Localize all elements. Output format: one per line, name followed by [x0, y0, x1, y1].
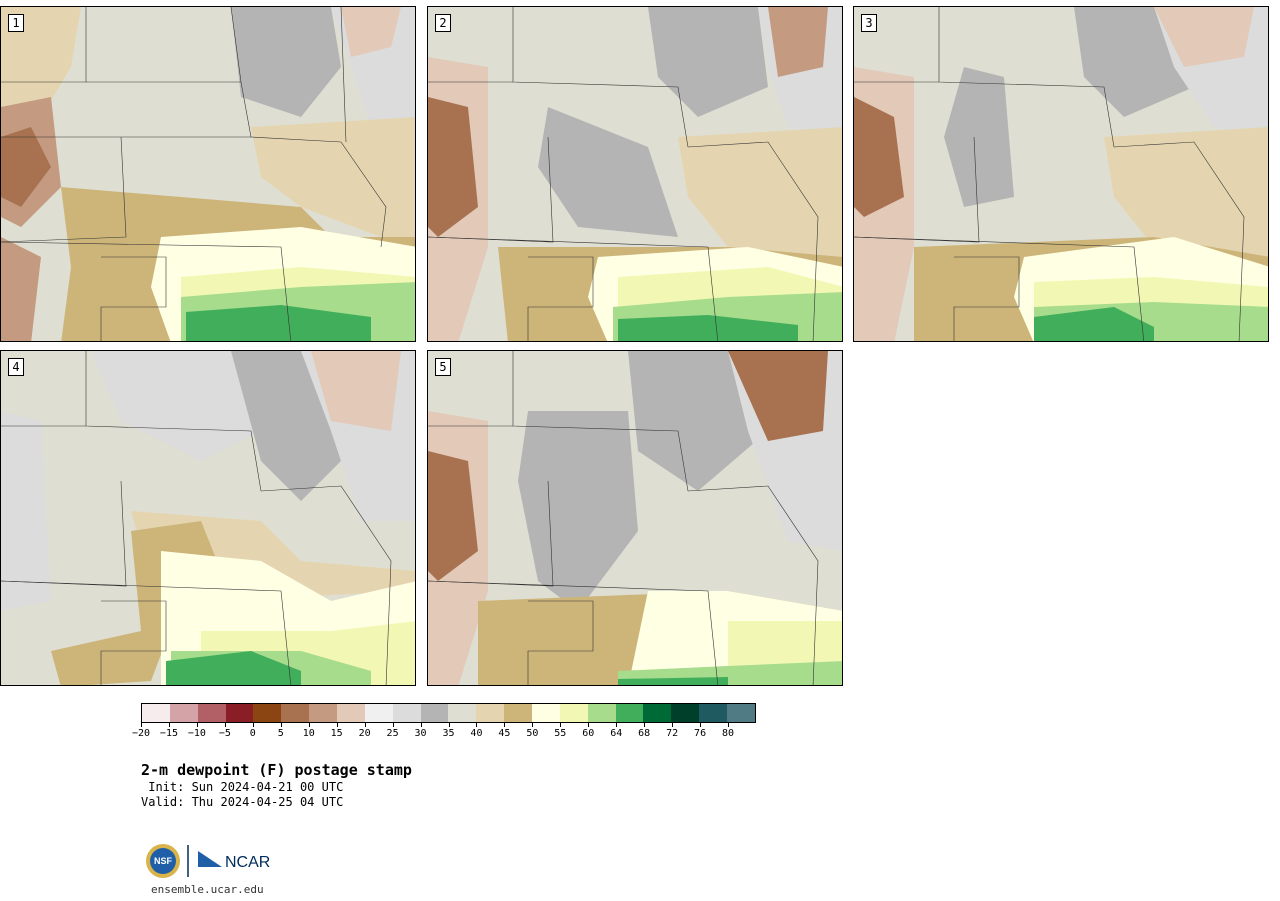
colorbar-tick-label: 5 — [277, 728, 284, 739]
colorbar-swatch — [253, 704, 282, 722]
colorbar-swatch — [727, 704, 755, 722]
colorbar-tick-label: 0 — [249, 728, 256, 739]
colorbar-tick-label: −5 — [218, 728, 231, 739]
colorbar-swatch — [587, 704, 616, 722]
colorbar-tick-label: 68 — [638, 728, 651, 739]
colorbar-tick — [588, 722, 590, 727]
colorbar-swatch — [559, 704, 588, 722]
nsf-logo-icon: NSF — [146, 844, 180, 878]
colorbar-swatch — [392, 704, 421, 722]
colorbar-tick-label: 20 — [358, 728, 371, 739]
panel-number: 1 — [8, 14, 24, 32]
colorbar-tick-label: 55 — [554, 728, 567, 739]
colorbar-tick — [141, 722, 142, 727]
map-panel-5: 5 — [427, 350, 843, 686]
colorbar-tick-label: 45 — [498, 728, 511, 739]
map-panel-4: 4 — [0, 350, 416, 686]
colorbar-tick-label: 35 — [442, 728, 455, 739]
chart-title: 2-m dewpoint (F) postage stamp — [141, 761, 412, 779]
source-url: ensemble.ucar.edu — [151, 883, 264, 896]
map-panel-1: 1 — [0, 6, 416, 342]
svg-text:NCAR: NCAR — [225, 854, 270, 871]
panel-number: 2 — [435, 14, 451, 32]
colorbar-tick — [532, 722, 534, 727]
colorbar-ticks: −20 −15 −10 −5 0 5 10 15 20 25 30 35 40 45 50 55 60 64 68 7… — [132, 722, 756, 742]
colorbar-tick — [196, 722, 198, 727]
colorbar-tick-label: −15 — [159, 728, 178, 739]
colorbar-tick — [504, 722, 506, 727]
map-panel-2: 2 — [427, 6, 843, 342]
colorbar-swatch — [476, 704, 505, 722]
colorbar-swatch — [532, 704, 560, 722]
colorbar-tick — [616, 722, 618, 727]
colorbar-tick-label: 76 — [694, 728, 707, 739]
colorbar-tick-label: 40 — [470, 728, 483, 739]
colorbar-tick — [420, 722, 422, 727]
colorbar-tick — [448, 722, 450, 727]
valid-time: Valid: Thu 2024-04-25 04 UTC — [141, 795, 344, 809]
colorbar-swatch — [309, 704, 338, 722]
colorbar-tick — [392, 722, 394, 727]
colorbar-tick — [280, 722, 282, 727]
panel-number: 4 — [8, 358, 24, 376]
colorbar-tick — [252, 722, 254, 727]
panel-number: 5 — [435, 358, 451, 376]
colorbar-swatch — [364, 704, 393, 722]
svg-text:NSF: NSF — [154, 856, 173, 866]
colorbar-tick-label: 10 — [302, 728, 315, 739]
colorbar-tick — [672, 722, 674, 727]
dewpoint-map — [1, 7, 415, 341]
colorbar-swatch — [169, 704, 198, 722]
dewpoint-map — [428, 351, 842, 685]
colorbar-swatch — [699, 704, 728, 722]
colorbar-tick — [700, 722, 702, 727]
colorbar-tick — [364, 722, 366, 727]
colorbar-swatch — [281, 704, 310, 722]
panel-number: 3 — [861, 14, 877, 32]
colorbar-swatch — [142, 704, 170, 722]
colorbar-swatch — [448, 704, 477, 722]
dewpoint-map — [1, 351, 415, 685]
ncar-logo-icon: NCAR — [198, 851, 270, 871]
colorbar-swatch — [337, 704, 365, 722]
colorbar-tick — [644, 722, 646, 727]
colorbar-tick-label: 64 — [610, 728, 623, 739]
colorbar-tick — [308, 722, 310, 727]
colorbar-tick-label: 60 — [582, 728, 595, 739]
colorbar-tick — [728, 722, 730, 727]
colorbar-tick — [336, 722, 338, 727]
colorbar-tick-label: 25 — [386, 728, 399, 739]
colorbar-tick-label: 72 — [666, 728, 679, 739]
colorbar-tick — [560, 722, 562, 727]
colorbar-swatch — [615, 704, 644, 722]
colorbar-swatch — [504, 704, 533, 722]
colorbar-swatch — [671, 704, 700, 722]
colorbar-tick — [224, 722, 226, 727]
colorbar-tick — [168, 722, 170, 727]
logos: NSF NCAR — [146, 844, 270, 878]
colorbar-tick-label: −20 — [131, 728, 151, 739]
colorbar-tick-label: 80 — [722, 728, 735, 739]
colorbar-tick-label: 50 — [526, 728, 539, 739]
dewpoint-map — [428, 7, 842, 341]
colorbar-swatch — [420, 704, 449, 722]
colorbar-tick-label: 30 — [414, 728, 427, 739]
colorbar-swatch — [197, 704, 226, 722]
init-time: Init: Sun 2024-04-21 00 UTC — [141, 780, 344, 794]
map-panel-3: 3 — [853, 6, 1269, 342]
colorbar-tick-label: 15 — [330, 728, 343, 739]
colorbar-tick — [476, 722, 478, 727]
colorbar-swatch — [643, 704, 672, 722]
colorbar-tick-label: −10 — [187, 728, 206, 739]
colorbar — [141, 703, 756, 723]
dewpoint-map — [854, 7, 1268, 341]
colorbar-swatch — [225, 704, 254, 722]
